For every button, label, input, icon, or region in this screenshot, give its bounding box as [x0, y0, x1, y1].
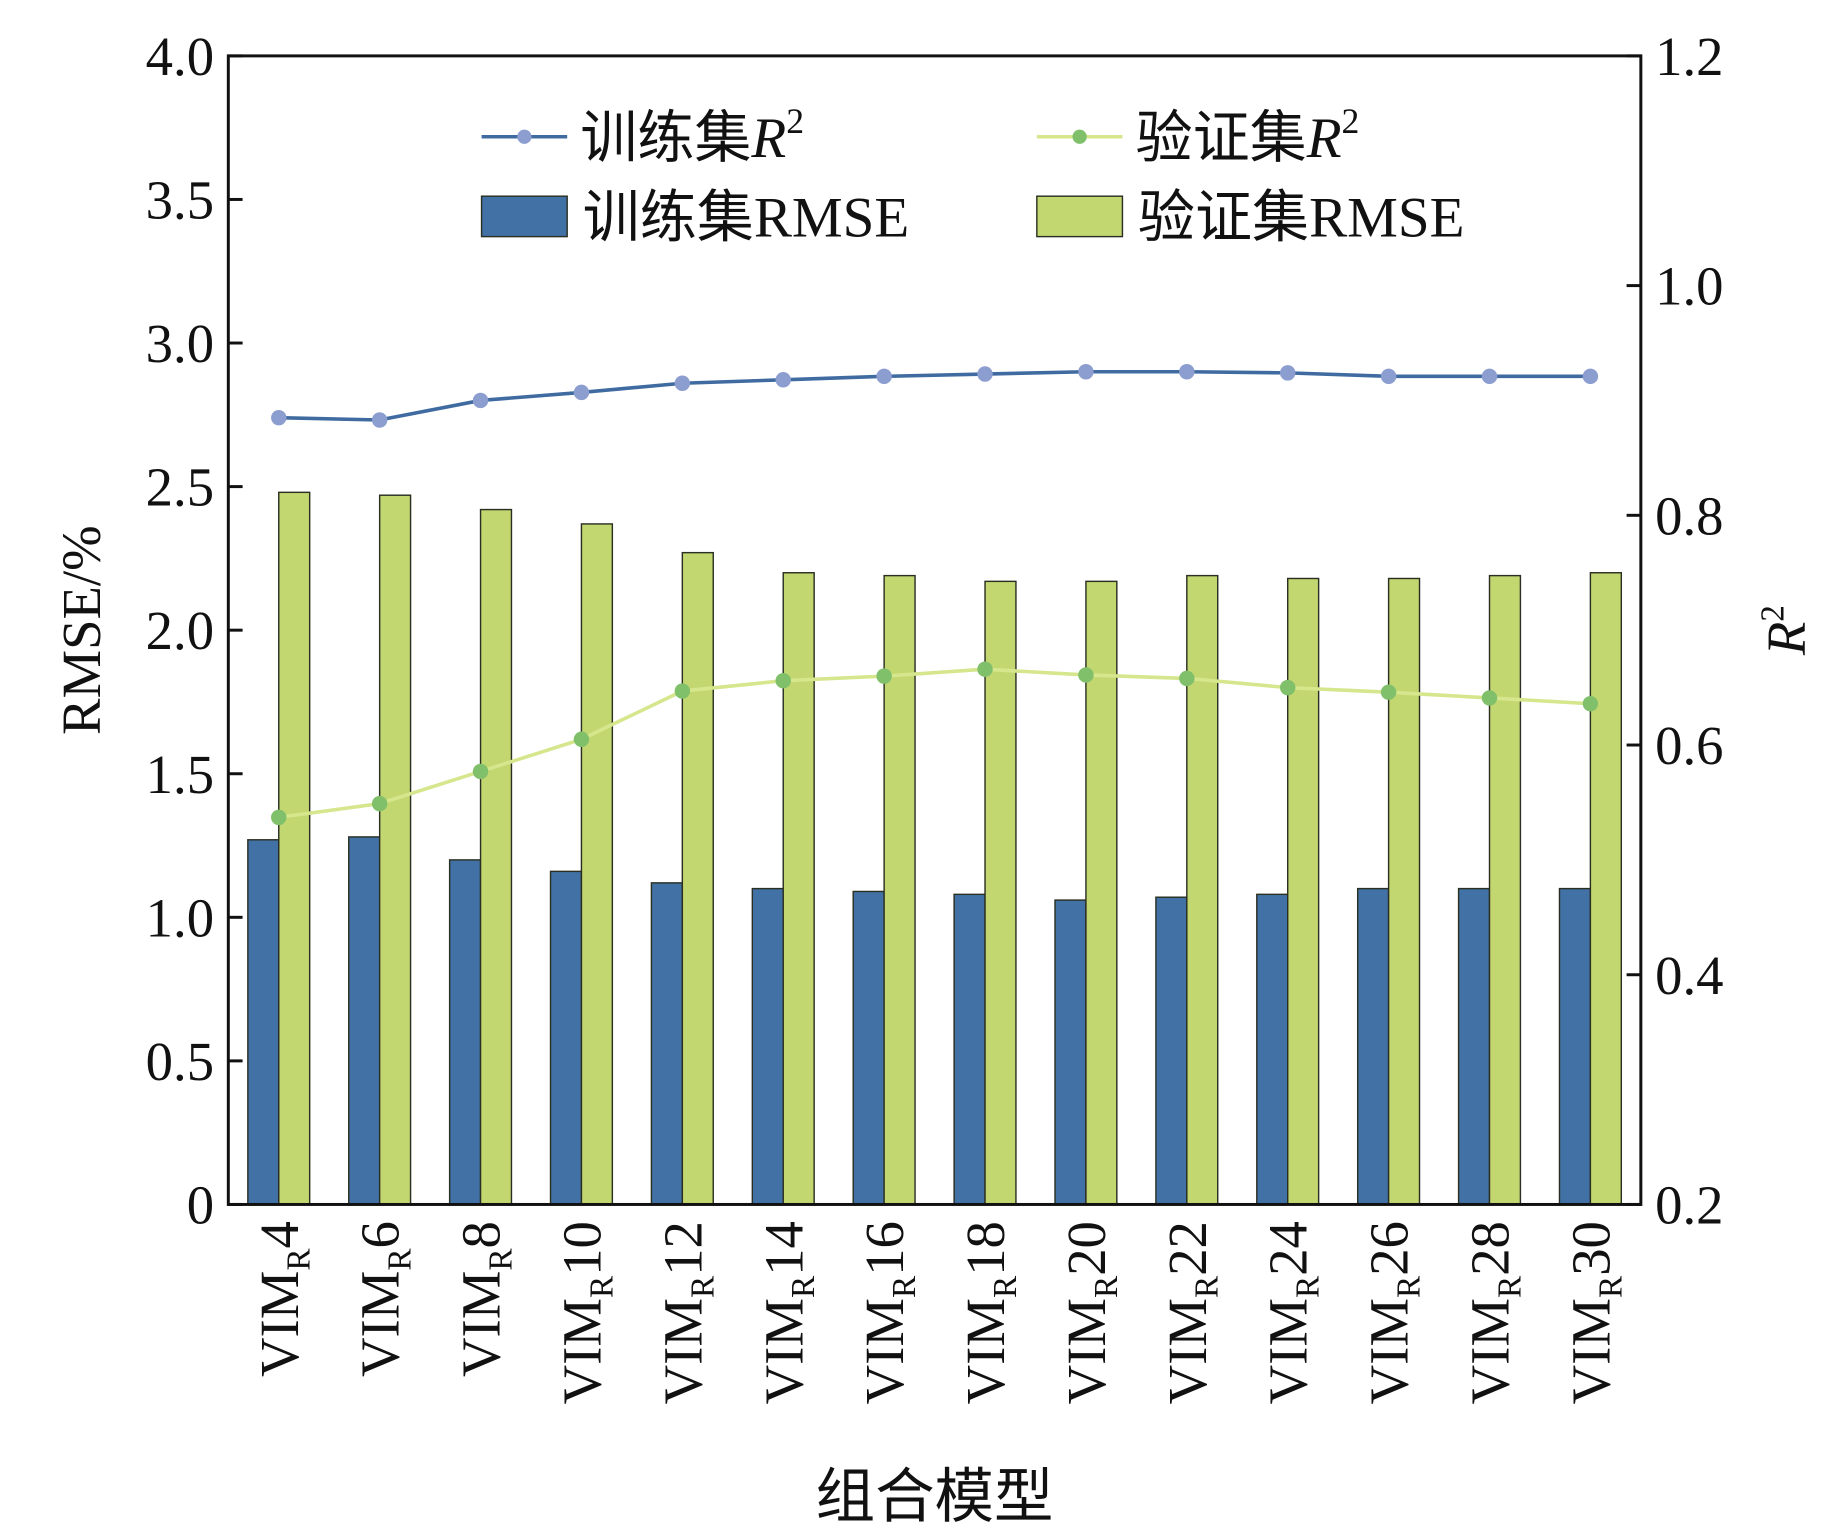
point-train-r2	[977, 366, 993, 382]
y2-tick-label: 1.0	[1655, 256, 1723, 317]
bar-train-rmse	[953, 893, 986, 1206]
x-tick-label: VIMR10	[551, 1221, 620, 1404]
bar-train-rmse	[650, 882, 684, 1206]
point-val-r2	[271, 809, 287, 826]
bar-val-rmse	[681, 551, 714, 1206]
point-val-r2	[573, 731, 590, 748]
legend: 训练集R2 验证集R2 训练集RMSE 验证集RMSE	[480, 101, 1465, 250]
point-train-r2	[371, 412, 388, 428]
point-train-r2	[1582, 368, 1599, 385]
x-axis-label: 组合模型	[816, 1464, 1054, 1530]
bar-train-rmse	[1256, 893, 1289, 1206]
x-tick-label: VIMR14	[753, 1221, 822, 1404]
y2-tick-label: 0.8	[1655, 485, 1723, 546]
bar-val-rmse	[1488, 574, 1522, 1206]
bar-train-rmse	[751, 887, 784, 1206]
bar-val-rmse	[479, 508, 513, 1206]
bar-train-rmse	[549, 870, 583, 1206]
point-val-r2	[977, 661, 993, 677]
plot-area: 0 0.5 1.0 1.5 2.0 2.5 3.0 3.5 4.0 0.2 0.4 0.6 0.8 1.0…	[146, 26, 1724, 1404]
bar-train-rmse	[448, 859, 482, 1206]
point-val-r2	[371, 795, 388, 812]
point-val-r2	[876, 668, 892, 684]
bar-train-rmse	[247, 839, 280, 1206]
point-train-r2	[1179, 364, 1195, 380]
legend-train-rmse-label: 训练集RMSE	[583, 187, 910, 250]
line-val-r2	[278, 667, 1591, 820]
point-val-r2	[1279, 679, 1296, 696]
y-tick-label: 0	[187, 1174, 214, 1235]
x-tick-label: VIMR16	[854, 1221, 923, 1404]
bar-train-rmse	[1155, 896, 1188, 1206]
x-tick-label: VIMR20	[1056, 1221, 1125, 1404]
point-train-r2	[674, 375, 691, 391]
bar-val-rmse	[278, 491, 311, 1206]
point-val-r2	[1481, 690, 1498, 706]
x-tick-label: VIMR6	[350, 1221, 419, 1377]
point-val-r2	[1582, 695, 1599, 712]
x-tick-label: VIMR22	[1157, 1221, 1226, 1404]
x-tick-label: VIMR4	[249, 1221, 318, 1377]
point-val-r2	[472, 763, 489, 780]
line-train-r2	[278, 369, 1591, 422]
x-tick-label: VIMR8	[451, 1221, 520, 1377]
point-train-r2	[876, 368, 892, 385]
x-tick-label: VIMR18	[955, 1221, 1024, 1404]
point-train-r2	[1078, 364, 1094, 380]
legend-train-r2-marker	[517, 129, 532, 144]
x-tick-label: VIMR12	[652, 1221, 721, 1404]
y-tick-label: 0.5	[146, 1031, 214, 1092]
bar-train-rmse	[1356, 887, 1390, 1206]
point-train-r2	[1279, 365, 1296, 381]
bar-train-rmse	[348, 836, 381, 1206]
y-axis-label: RMSE/%	[51, 525, 112, 735]
y-tick-label: 4.0	[146, 26, 214, 87]
point-train-r2	[573, 384, 590, 401]
bar-train-rmse	[852, 890, 885, 1206]
point-train-r2	[775, 372, 791, 388]
y2-axis-label: R2	[1755, 605, 1817, 656]
legend-val-r2-marker	[1072, 129, 1087, 144]
x-tick-label: VIMR26	[1359, 1221, 1428, 1404]
bar-val-rmse	[1387, 577, 1421, 1206]
bar-val-rmse	[782, 572, 815, 1206]
y-tick-label: 2.5	[146, 457, 214, 518]
y-tick-label: 1.0	[146, 887, 214, 948]
legend-val-r2-label: 验证集R2	[1136, 101, 1360, 170]
bar-train-rmse	[1558, 887, 1592, 1206]
x-tick-label: VIMR24	[1258, 1221, 1327, 1404]
point-train-r2	[1481, 368, 1498, 385]
bar-val-rmse	[1186, 574, 1219, 1206]
x-tick-label: VIMR30	[1560, 1221, 1629, 1404]
y-tick-label: 3.5	[146, 169, 214, 230]
bar-val-rmse	[1286, 577, 1320, 1206]
y2-tick-label: 1.2	[1655, 26, 1723, 87]
y2-tick-label: 0.4	[1655, 945, 1723, 1006]
bar-train-rmse	[1054, 899, 1087, 1206]
legend-train-rmse-swatch	[480, 195, 568, 238]
point-val-r2	[1380, 684, 1397, 700]
y-tick-label: 3.0	[146, 313, 214, 374]
bar-val-rmse	[984, 580, 1017, 1206]
point-train-r2	[472, 392, 489, 409]
legend-train-r2-label: 训练集R2	[580, 101, 804, 170]
bar-val-rmse	[580, 523, 614, 1206]
bar-val-rmse	[378, 494, 412, 1206]
point-train-r2	[271, 409, 287, 426]
x-tick-label: VIMR28	[1460, 1221, 1529, 1404]
point-val-r2	[1179, 670, 1195, 687]
bar-val-rmse	[1589, 572, 1623, 1206]
point-train-r2	[1380, 368, 1397, 385]
point-val-r2	[1078, 667, 1094, 683]
y-tick-label: 1.5	[146, 744, 214, 805]
point-val-r2	[674, 683, 691, 699]
point-val-r2	[775, 672, 791, 689]
y2-tick-label: 0.2	[1655, 1174, 1723, 1235]
bar-train-rmse	[1457, 887, 1491, 1206]
y2-tick-label: 0.6	[1655, 715, 1723, 776]
legend-val-rmse-swatch	[1036, 195, 1124, 238]
legend-val-rmse-label: 验证集RMSE	[1138, 187, 1465, 250]
y-tick-label: 2.0	[146, 600, 214, 661]
